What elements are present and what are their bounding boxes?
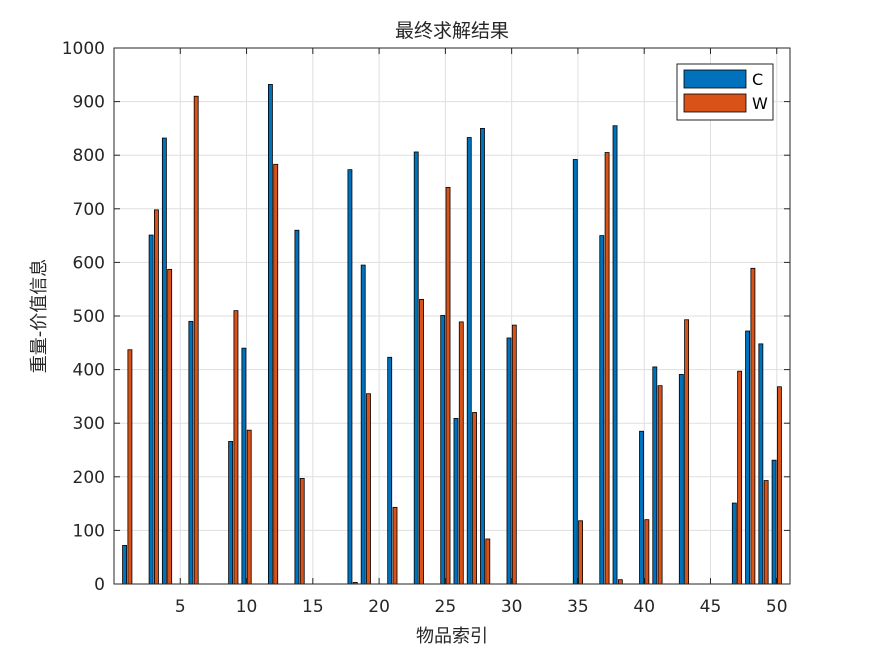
bar-C-14 — [294, 229, 300, 585]
bar-C-43 — [678, 374, 684, 585]
y-tick-label: 200 — [73, 468, 105, 488]
x-tick-label: 50 — [766, 597, 788, 617]
bar-C-48 — [745, 330, 751, 585]
bar-C-9 — [228, 441, 234, 585]
bar-W-14 — [299, 478, 305, 585]
x-tick-label: 25 — [435, 597, 457, 617]
bar-W-49 — [763, 480, 769, 585]
bar-W-1 — [127, 349, 133, 585]
legend-swatch-C — [683, 69, 747, 89]
bar-W-47 — [737, 370, 743, 585]
bar-W-27 — [472, 412, 477, 585]
bar-W-19 — [366, 393, 371, 585]
y-tick-label: 400 — [73, 361, 105, 381]
bar-W-30 — [511, 324, 517, 585]
bar-C-47 — [731, 502, 737, 585]
bar-C-38 — [612, 125, 618, 585]
x-tick-label: 35 — [567, 597, 589, 617]
y-tick-label: 500 — [73, 307, 105, 327]
x-axis-label: 物品索引 — [416, 626, 488, 647]
bar-C-37 — [599, 235, 605, 585]
legend: CW — [676, 63, 774, 121]
bar-C-4 — [161, 137, 167, 585]
bar-W-50 — [776, 386, 782, 585]
bar-C-28 — [480, 127, 485, 585]
y-tick-label: 900 — [73, 93, 105, 113]
bar-W-37 — [604, 152, 610, 585]
y-tick-label: 1000 — [62, 39, 105, 59]
legend-swatch-W — [683, 93, 747, 113]
y-tick-label: 300 — [73, 414, 105, 434]
grid — [114, 47, 790, 585]
y-tick-label: 800 — [73, 146, 105, 166]
x-tick-label: 45 — [700, 597, 722, 617]
bar-W-40 — [644, 519, 650, 585]
axes — [113, 47, 791, 585]
bar-W-48 — [750, 267, 756, 585]
bar-W-28 — [485, 538, 491, 585]
y-tick-label: 700 — [73, 200, 105, 220]
x-tick-label: 40 — [633, 597, 655, 617]
bar-W-21 — [392, 506, 398, 585]
bar-W-9 — [233, 310, 239, 585]
legend-label-W: W — [752, 94, 768, 113]
bar-W-35 — [578, 520, 583, 585]
y-tick-label: 100 — [73, 521, 105, 541]
y-tick-label: 0 — [94, 575, 105, 595]
x-tick-label: 5 — [175, 597, 186, 617]
chart-title: 最终求解结果 — [395, 20, 509, 42]
bar-W-25 — [445, 186, 451, 585]
bar-W-38 — [617, 579, 623, 585]
bar-C-1 — [122, 545, 128, 585]
tick-labels: 5 10 15 20 25 30 35 40 45 50010020030040050060070… — [62, 39, 788, 617]
y-tick-label: 600 — [73, 253, 105, 273]
bar-W-3 — [153, 209, 159, 585]
bar-C-21 — [387, 356, 393, 585]
bar-W-4 — [167, 268, 173, 585]
bar-W-43 — [684, 319, 690, 585]
bar-W-10 — [246, 429, 252, 585]
bar-W-26 — [458, 321, 464, 585]
bar-W-23 — [419, 298, 424, 585]
legend-label-C: C — [752, 70, 763, 89]
bar-W-12 — [273, 163, 279, 585]
x-tick-label: 30 — [501, 597, 523, 617]
bar-C-10 — [241, 347, 247, 585]
y-axis-label: 重量-价值信息 — [29, 259, 50, 374]
bar-C-6 — [188, 320, 194, 585]
bar-C-27 — [466, 137, 472, 585]
bar-C-35 — [572, 159, 578, 585]
bar-C-19 — [360, 264, 366, 585]
bar-W-6 — [193, 95, 199, 585]
bar-C-50 — [771, 459, 777, 585]
bar-C-23 — [413, 151, 419, 585]
bar-C-12 — [267, 84, 273, 585]
x-tick-label: 10 — [236, 597, 258, 617]
x-tick-label: 15 — [302, 597, 324, 617]
bar-C-40 — [639, 430, 644, 585]
bar-C-49 — [758, 343, 764, 585]
bars — [122, 84, 782, 585]
bar-C-30 — [506, 337, 512, 585]
bar-C-26 — [453, 417, 459, 585]
x-tick-label: 20 — [368, 597, 390, 617]
bar-C-41 — [652, 366, 658, 585]
bar-W-41 — [657, 385, 663, 585]
bar-C-18 — [347, 169, 353, 585]
bar-C-25 — [440, 315, 446, 585]
bar-C-3 — [148, 234, 154, 585]
